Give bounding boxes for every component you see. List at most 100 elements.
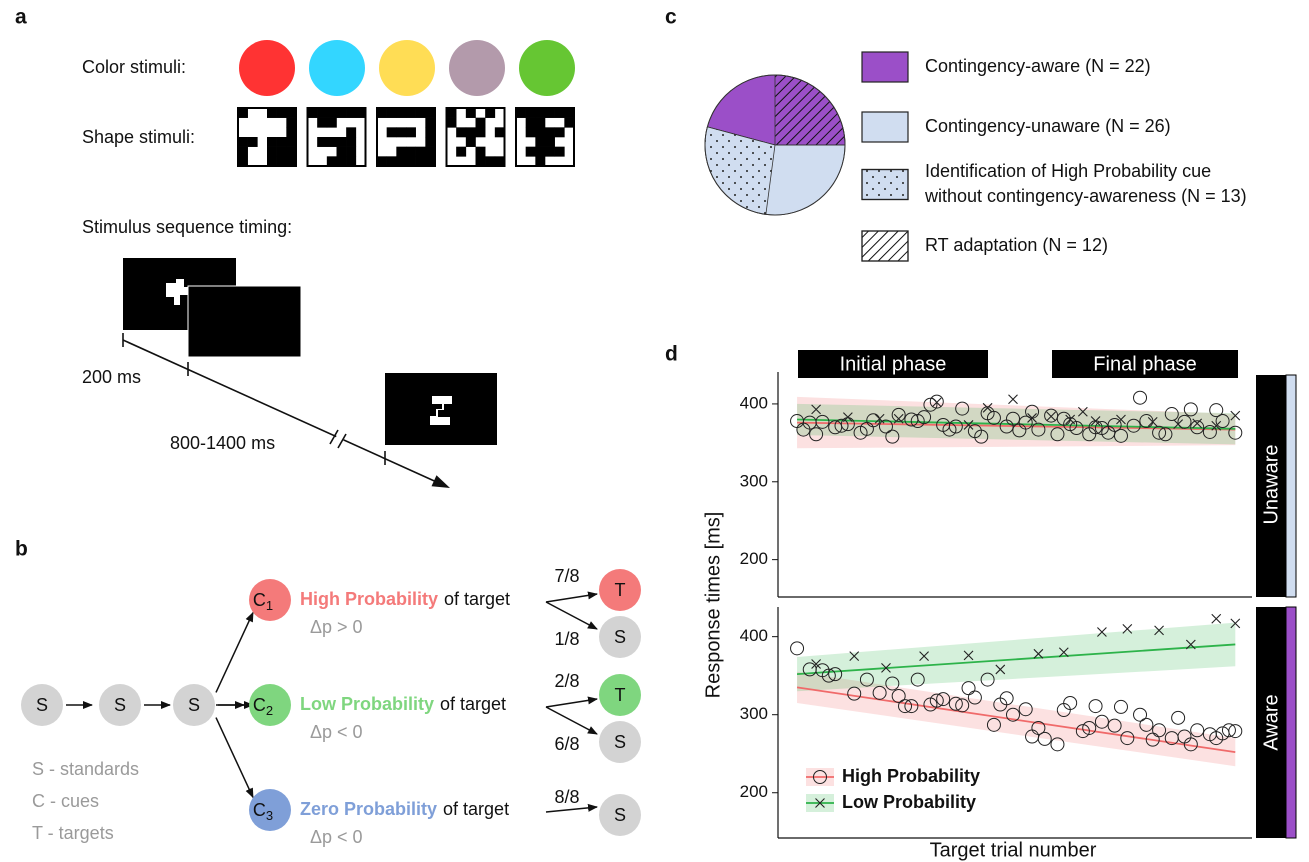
- group-label: Aware: [1260, 694, 1282, 750]
- cue-letter: C: [253, 590, 266, 610]
- panel-letter: b: [15, 538, 28, 561]
- color-stimulus: [449, 40, 505, 96]
- y-axis-label: Response times [ms]: [702, 512, 724, 699]
- shape-cell: [277, 156, 287, 166]
- fit-line: [797, 687, 1235, 752]
- y-tick-label: 200: [740, 549, 768, 568]
- shape-cell: [564, 108, 574, 118]
- shape-cell: [277, 108, 287, 118]
- shape-cell: [346, 137, 356, 147]
- outcome-probability: 7/8: [554, 566, 579, 586]
- shape-cell: [466, 137, 476, 147]
- shape-cell: [425, 118, 435, 128]
- shape-cell: [387, 127, 397, 137]
- color-stimulus: [519, 40, 575, 96]
- standard-node-label: S: [36, 695, 48, 715]
- standard-node-label: S: [614, 732, 626, 752]
- shape-cell: [526, 147, 536, 157]
- shape-cell: [425, 147, 435, 157]
- legend-label: without contingency-awareness (N = 13): [924, 186, 1247, 206]
- cue-name: High Probability: [300, 589, 438, 609]
- shape-cell: [267, 108, 277, 118]
- y-tick-label: 400: [740, 393, 768, 412]
- phase-label: Initial phase: [840, 353, 947, 375]
- shape-cell: [377, 156, 387, 166]
- shape-cell: [327, 137, 337, 147]
- y-tick-label: 300: [740, 704, 768, 723]
- arrow: [216, 718, 253, 798]
- shape-cell: [238, 108, 248, 118]
- y-tick-label: 200: [740, 782, 768, 801]
- shape-cell: [267, 137, 277, 147]
- outcome-probability: 1/8: [554, 629, 579, 649]
- page: a Color stimuli: Shape stimuli: Stimulus…: [0, 0, 1309, 862]
- shape-cell: [485, 156, 495, 166]
- target-node-label: T: [615, 580, 626, 600]
- cue-name: Zero Probability: [300, 799, 437, 819]
- point-circle: [791, 642, 804, 655]
- point-circle: [962, 682, 975, 695]
- outcome-probability: 6/8: [554, 734, 579, 754]
- x-axis-label: Target trial number: [930, 839, 1097, 861]
- shape-cell: [476, 147, 486, 157]
- shape-cell: [238, 137, 248, 147]
- shape-cell: [396, 127, 406, 137]
- blank-frame: [188, 286, 301, 357]
- shape-cell: [535, 156, 545, 166]
- shape-cell: [545, 147, 555, 157]
- point-circle: [1089, 700, 1102, 713]
- cue-letter: C: [253, 800, 266, 820]
- shape-cell: [535, 118, 545, 128]
- shape-cell: [286, 137, 296, 147]
- panel-letter: a: [15, 6, 27, 29]
- shape-cell: [277, 137, 287, 147]
- shape-cell: [346, 156, 356, 166]
- legend-entry: T - targets: [32, 823, 114, 843]
- shape-cell: [425, 156, 435, 166]
- arrow: [546, 807, 597, 812]
- shape-cell: [535, 127, 545, 137]
- shape-cell: [447, 118, 457, 128]
- standard-node-label: S: [114, 695, 126, 715]
- point-cross: [1009, 395, 1018, 404]
- shape-cell: [337, 137, 347, 147]
- legend-label: Contingency-aware (N = 22): [925, 56, 1151, 76]
- shape-cell: [277, 147, 287, 157]
- color-stimulus: [239, 40, 295, 96]
- legend-swatch-pattern: [862, 231, 908, 261]
- shape-cell: [406, 127, 416, 137]
- shape-cell: [545, 127, 555, 137]
- panel-letter: d: [665, 343, 678, 366]
- shape-cell: [327, 156, 337, 166]
- outcome-probability: 8/8: [554, 787, 579, 807]
- standard-node-label: S: [614, 805, 626, 825]
- shape-cell: [317, 108, 327, 118]
- shape-cell: [555, 108, 565, 118]
- shape-cell: [425, 108, 435, 118]
- shape-cell: [396, 147, 406, 157]
- legend-entry: C - cues: [32, 791, 99, 811]
- target-node-label: T: [615, 685, 626, 705]
- shape-cell: [406, 156, 416, 166]
- shape-cell: [406, 147, 416, 157]
- cue-index: 1: [266, 598, 273, 613]
- figure: a Color stimuli: Shape stimuli: Stimulus…: [0, 0, 1309, 862]
- shape-cell: [495, 156, 505, 166]
- arrow: [546, 594, 597, 602]
- shape-cell: [387, 108, 397, 118]
- shape-cell: [267, 147, 277, 157]
- shape-cell: [476, 118, 486, 128]
- cue-suffix: of target: [443, 799, 509, 819]
- shape-cell: [396, 156, 406, 166]
- cue-suffix: of target: [440, 694, 506, 714]
- shape-cell: [555, 127, 565, 137]
- standard-node-label: S: [614, 627, 626, 647]
- outcome-probability: 2/8: [554, 671, 579, 691]
- color-stimulus: [379, 40, 435, 96]
- point-circle: [1172, 711, 1185, 724]
- shape-cell: [286, 127, 296, 137]
- confidence-band: [797, 623, 1235, 692]
- shape-cell: [248, 137, 258, 147]
- shape-cell: [337, 108, 347, 118]
- shape-cell: [466, 108, 476, 118]
